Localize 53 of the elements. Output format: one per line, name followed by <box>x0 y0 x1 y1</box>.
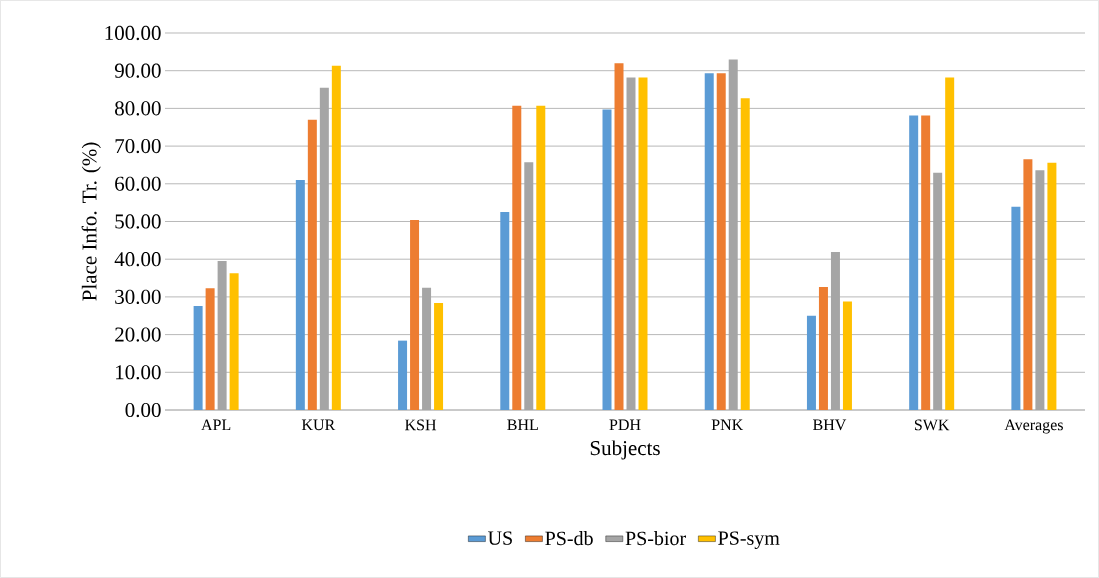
bar <box>193 305 203 410</box>
y-tick-label: 30.00 <box>115 289 161 305</box>
x-tick-label: Averages <box>1004 419 1063 434</box>
bar <box>500 212 510 410</box>
y-tick-label: 100.00 <box>105 25 161 41</box>
y-axis-title: Place Info. Tr. (%) <box>81 142 101 301</box>
bar <box>398 340 408 410</box>
bar <box>434 302 444 410</box>
x-tick-label: SWK <box>914 419 950 431</box>
y-tick-label: 80.00 <box>115 101 161 116</box>
bar <box>295 180 305 410</box>
y-tick-label: 60.00 <box>115 176 161 191</box>
y-tick-label: 50.00 <box>115 214 161 229</box>
bar <box>536 105 546 410</box>
bar <box>331 65 341 410</box>
y-tick-label: 70.00 <box>115 138 161 154</box>
bar <box>307 119 317 410</box>
bar <box>512 105 522 410</box>
y-tick-label: 40.00 <box>114 252 161 267</box>
y-tick-label: 0.00 <box>125 402 161 418</box>
bar <box>842 301 852 410</box>
x-tick-label: BHV <box>813 419 847 431</box>
bar <box>945 77 955 410</box>
y-tick-label: 10.00 <box>116 365 161 380</box>
x-tick-label: PDH <box>609 419 641 431</box>
bar <box>1023 159 1033 410</box>
bar <box>205 288 215 410</box>
legend-label: PS-db <box>545 531 593 546</box>
bar <box>806 315 816 410</box>
y-tick-label: 90.00 <box>114 63 161 78</box>
bar <box>614 63 624 410</box>
legend-label: PS-sym <box>718 531 780 549</box>
x-axis-title: Subjects <box>590 440 660 460</box>
bar <box>740 98 750 410</box>
bar <box>638 77 648 410</box>
bar <box>602 109 612 410</box>
x-tick-label: BHL <box>507 419 538 431</box>
x-tick-label: KUR <box>301 419 336 431</box>
bar <box>1047 162 1057 410</box>
bar <box>229 273 239 410</box>
x-tick-label: KSH <box>405 419 437 431</box>
legend-label: PS-bior <box>625 531 686 546</box>
bar <box>410 219 420 410</box>
x-tick-label: APL <box>201 419 231 431</box>
bar <box>1011 206 1021 410</box>
bar <box>909 115 919 410</box>
x-tick-label: PNK <box>711 419 744 431</box>
legend-label: US <box>488 531 512 545</box>
bar <box>704 73 714 410</box>
bar <box>818 287 828 410</box>
bar <box>921 115 931 410</box>
bar <box>716 73 726 410</box>
y-tick-label: 20.00 <box>115 327 161 342</box>
